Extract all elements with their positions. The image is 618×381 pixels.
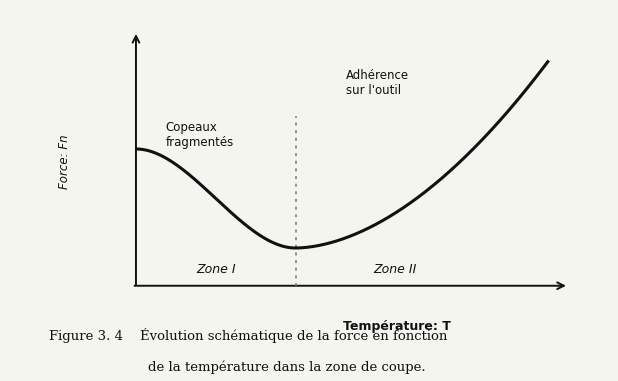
Text: Zone I: Zone I	[196, 263, 235, 276]
Text: Adhérence
sur l'outil: Adhérence sur l'outil	[346, 69, 409, 97]
Text: Copeaux
fragmentés: Copeaux fragmentés	[166, 121, 234, 149]
Text: Température: T: Température: T	[342, 320, 451, 333]
Text: Figure 3. 4    Évolution schématique de la force en fonction: Figure 3. 4 Évolution schématique de la …	[49, 328, 448, 343]
Text: de la température dans la zone de coupe.: de la température dans la zone de coupe.	[148, 360, 426, 373]
Text: Force: Fn: Force: Fn	[58, 134, 71, 189]
Text: Zone II: Zone II	[373, 263, 417, 276]
